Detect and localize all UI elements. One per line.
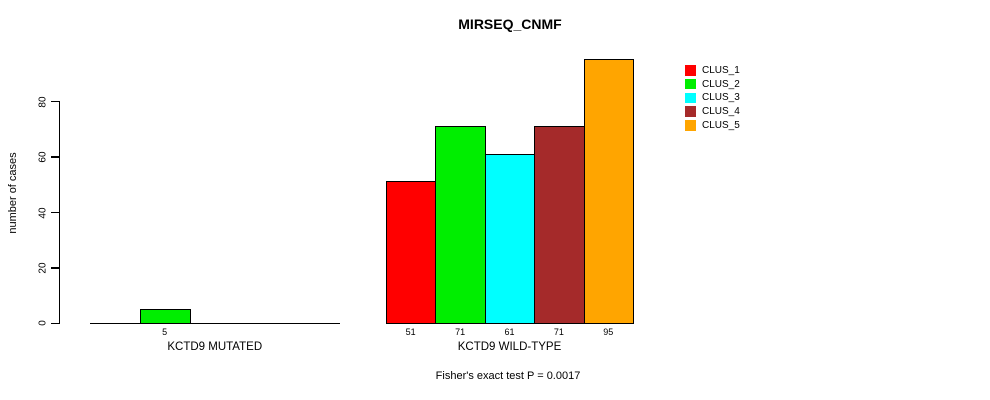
y-tick (51, 267, 59, 269)
bar-clus_1 (386, 181, 437, 325)
bar-value-label: 95 (603, 326, 614, 337)
y-tick-label: 40 (37, 207, 49, 219)
legend-item-clus_3: CLUS_3 (685, 91, 740, 104)
bar-clus_4 (534, 125, 585, 325)
y-axis-title: number of cases (7, 152, 19, 234)
legend-label: CLUS_1 (702, 65, 740, 76)
bar-value-label: 51 (405, 326, 416, 337)
y-tick-label: 20 (37, 262, 49, 274)
legend-label: CLUS_4 (702, 106, 740, 118)
legend-item-clus_4: CLUS_4 (685, 105, 740, 118)
bar-value-label: 71 (553, 326, 564, 337)
group-label: KCTD9 MUTATED (167, 341, 263, 353)
y-tick (51, 100, 59, 103)
y-tick-label: 60 (37, 151, 49, 163)
bar-value-label: 5 (162, 326, 168, 337)
bar-clus_2 (139, 308, 191, 325)
legend-swatch (685, 106, 696, 117)
y-tick-label: 0 (37, 320, 49, 327)
bar-value-label: 71 (455, 326, 466, 337)
legend-label: CLUS_3 (702, 92, 740, 104)
legend-swatch (685, 65, 696, 76)
legend-item-clus_2: CLUS_2 (685, 78, 740, 91)
bar-clus_5 (583, 59, 634, 325)
y-tick (51, 211, 59, 214)
chart-title: MIRSEQ_CNMF (458, 16, 562, 32)
legend-label: CLUS_2 (702, 78, 740, 90)
legend-label: CLUS_5 (702, 119, 740, 131)
group-baseline (89, 322, 340, 325)
legend-item-clus_1: CLUS_1 (685, 64, 740, 77)
legend-swatch (685, 78, 696, 90)
legend: CLUS_1 CLUS_2 CLUS_3 CLUS_4 CLUS_5 (685, 64, 740, 132)
group-label: KCTD9 WILD-TYPE (457, 341, 562, 353)
bar-value-label: 61 (504, 326, 515, 337)
bar-clus_2 (435, 125, 486, 325)
y-tick-label: 80 (37, 96, 49, 108)
y-tick (51, 156, 59, 158)
legend-swatch (685, 92, 696, 104)
legend-swatch (685, 120, 696, 131)
y-tick (51, 322, 59, 325)
bar-clus_3 (484, 153, 536, 325)
subtitle: Fisher's exact test P = 0.0017 (435, 370, 581, 382)
y-axis-line (58, 100, 60, 325)
legend-item-clus_5: CLUS_5 (685, 119, 740, 132)
